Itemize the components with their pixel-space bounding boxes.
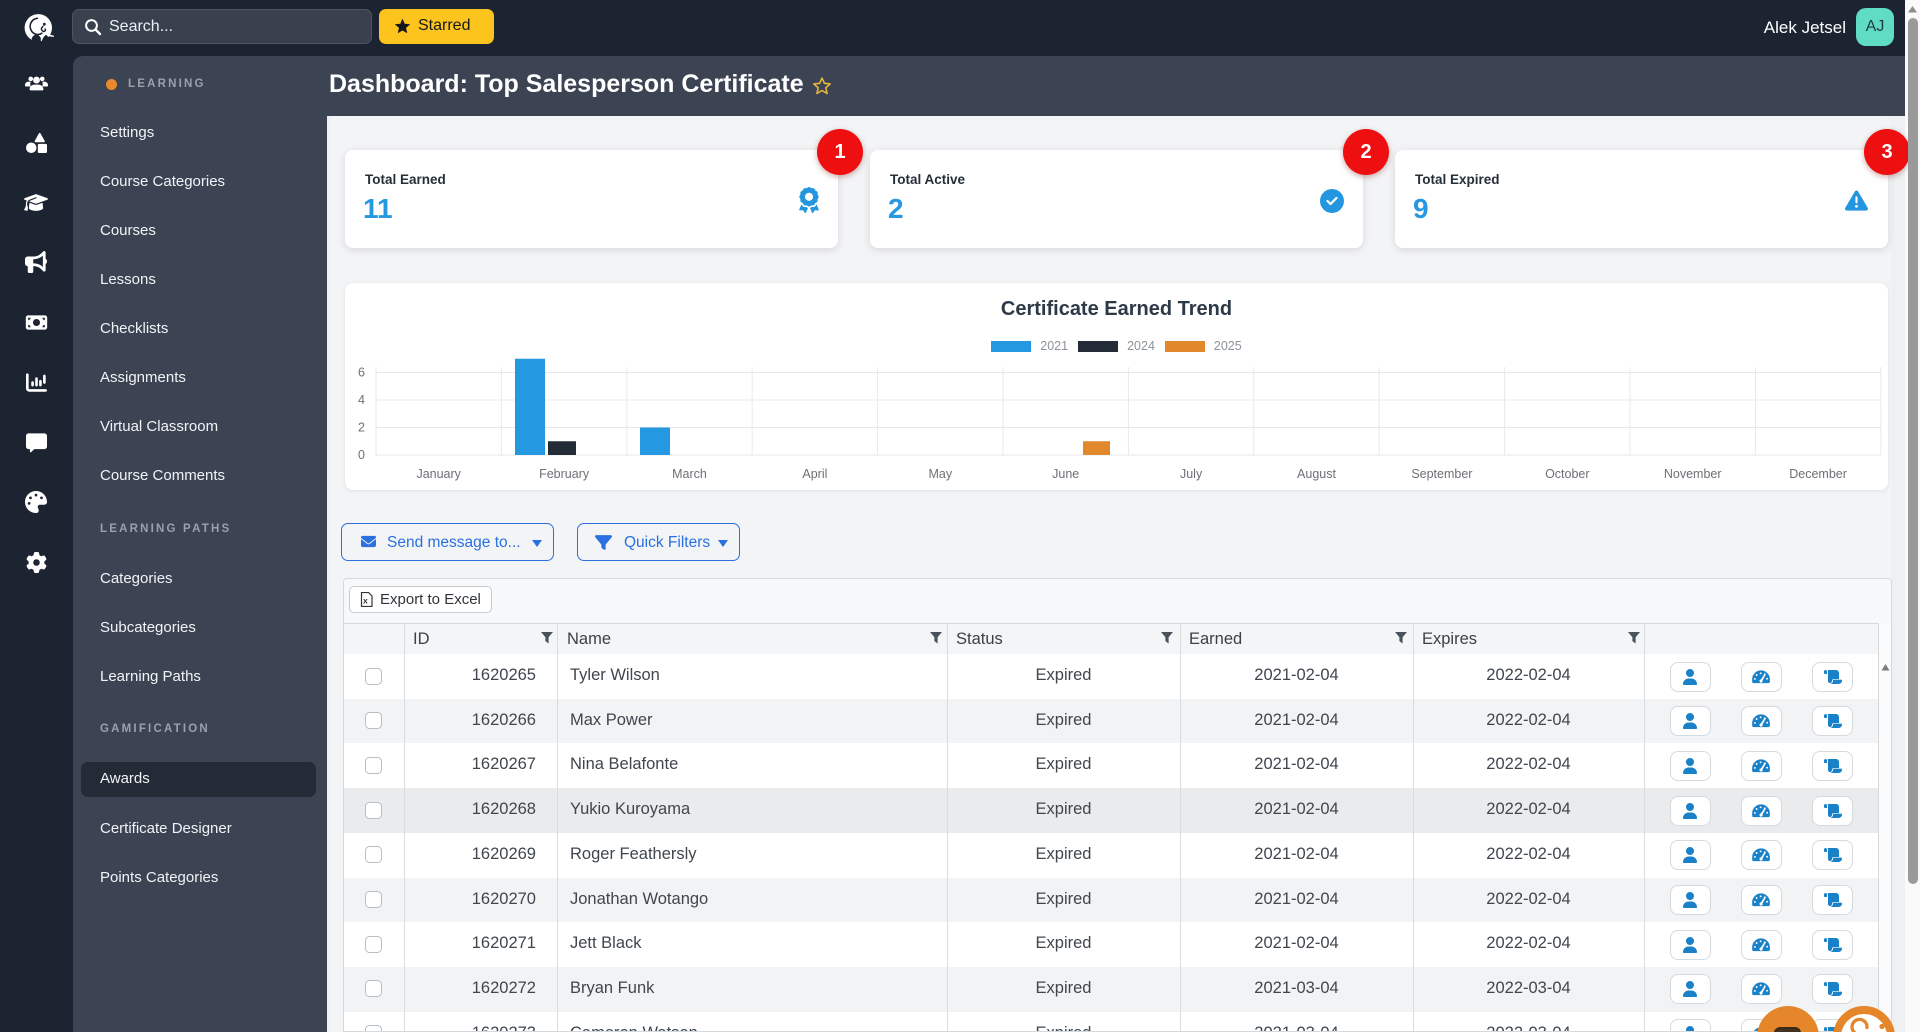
svg-text:December: December	[1789, 467, 1847, 481]
svg-text:0: 0	[358, 448, 365, 462]
svg-text:4: 4	[358, 393, 365, 407]
svg-text:September: September	[1411, 467, 1472, 481]
svg-text:June: June	[1052, 467, 1079, 481]
svg-text:March: March	[672, 467, 707, 481]
svg-text:November: November	[1664, 467, 1722, 481]
svg-text:February: February	[539, 467, 590, 481]
svg-text:August: August	[1297, 467, 1336, 481]
svg-text:2: 2	[358, 421, 365, 435]
svg-text:July: July	[1180, 467, 1203, 481]
svg-text:6: 6	[358, 366, 365, 380]
svg-text:January: January	[416, 467, 461, 481]
svg-text:October: October	[1545, 467, 1589, 481]
svg-text:x: x	[363, 596, 368, 606]
svg-text:May: May	[928, 467, 952, 481]
svg-text:April: April	[802, 467, 827, 481]
